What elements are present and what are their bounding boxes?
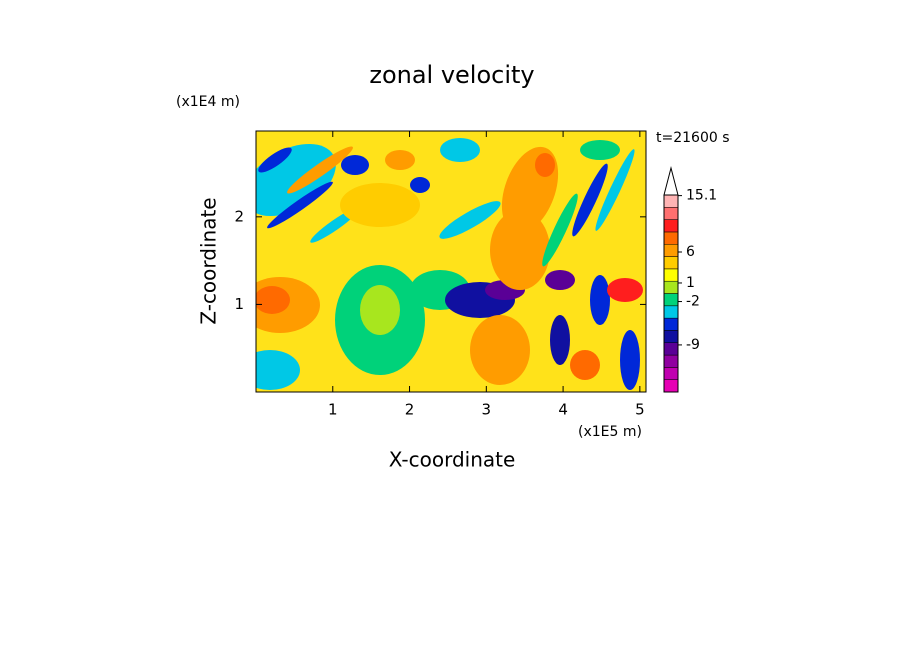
colorbar-band [663, 231, 679, 245]
x-axis-label: X-coordinate [389, 448, 516, 472]
time-label: t=21600 s [656, 130, 730, 146]
y-unit: (x1E4 m) [176, 94, 240, 110]
chart-title: zonal velocity [369, 61, 534, 89]
colorbar-band [663, 354, 679, 368]
colorbar-band [663, 342, 679, 356]
colorbar-extend [663, 166, 679, 196]
colorbar-band [663, 280, 679, 294]
colorbar-frame [663, 194, 679, 393]
y-tick-label: 2 [234, 207, 244, 225]
colorbar-tick-label: -2 [686, 294, 700, 310]
x-tick-label: 5 [635, 401, 645, 419]
x-unit: (x1E5 m) [578, 424, 642, 440]
colorbar-band [663, 367, 679, 380]
colorbar-band [663, 317, 679, 331]
x-tick-label: 4 [558, 401, 568, 419]
colorbar-tick-label: -9 [686, 337, 700, 353]
colorbar-band [663, 256, 679, 270]
plot-frame [255, 130, 647, 393]
colorbar-band [663, 219, 679, 233]
colorbar-band [663, 293, 679, 307]
colorbar-band [663, 194, 679, 208]
x-tick-label: 2 [405, 401, 415, 419]
colorbar-tick-label: 15.1 [686, 188, 717, 204]
colorbar-band [663, 207, 679, 220]
x-tick-label: 3 [482, 401, 492, 419]
contour-field [256, 131, 646, 392]
x-tick-label: 1 [328, 401, 338, 419]
y-tick-label: 1 [234, 295, 244, 313]
colorbar-band [663, 379, 679, 393]
y-axis-label: Z-coordinate [197, 197, 221, 324]
colorbar-band [663, 305, 679, 319]
colorbar-band [663, 268, 679, 282]
colorbar-band [663, 330, 679, 343]
colorbar-tick-label: 1 [686, 275, 695, 291]
colorbar-tick-label: 6 [686, 244, 695, 260]
colorbar-band [663, 244, 679, 257]
